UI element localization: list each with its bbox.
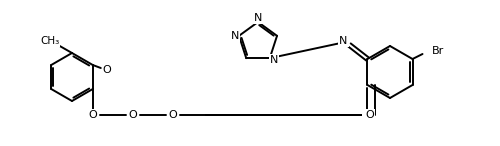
Text: Br: Br	[432, 46, 444, 56]
Text: N: N	[231, 31, 239, 41]
Text: O: O	[102, 65, 111, 75]
Text: N: N	[254, 13, 262, 23]
Text: O: O	[365, 110, 374, 120]
Text: N: N	[340, 36, 347, 46]
Text: CH₃: CH₃	[40, 36, 60, 46]
Text: O: O	[363, 110, 372, 120]
Text: O: O	[168, 110, 177, 120]
Text: O: O	[128, 110, 137, 120]
Text: O: O	[88, 110, 97, 120]
Text: N: N	[270, 55, 278, 65]
